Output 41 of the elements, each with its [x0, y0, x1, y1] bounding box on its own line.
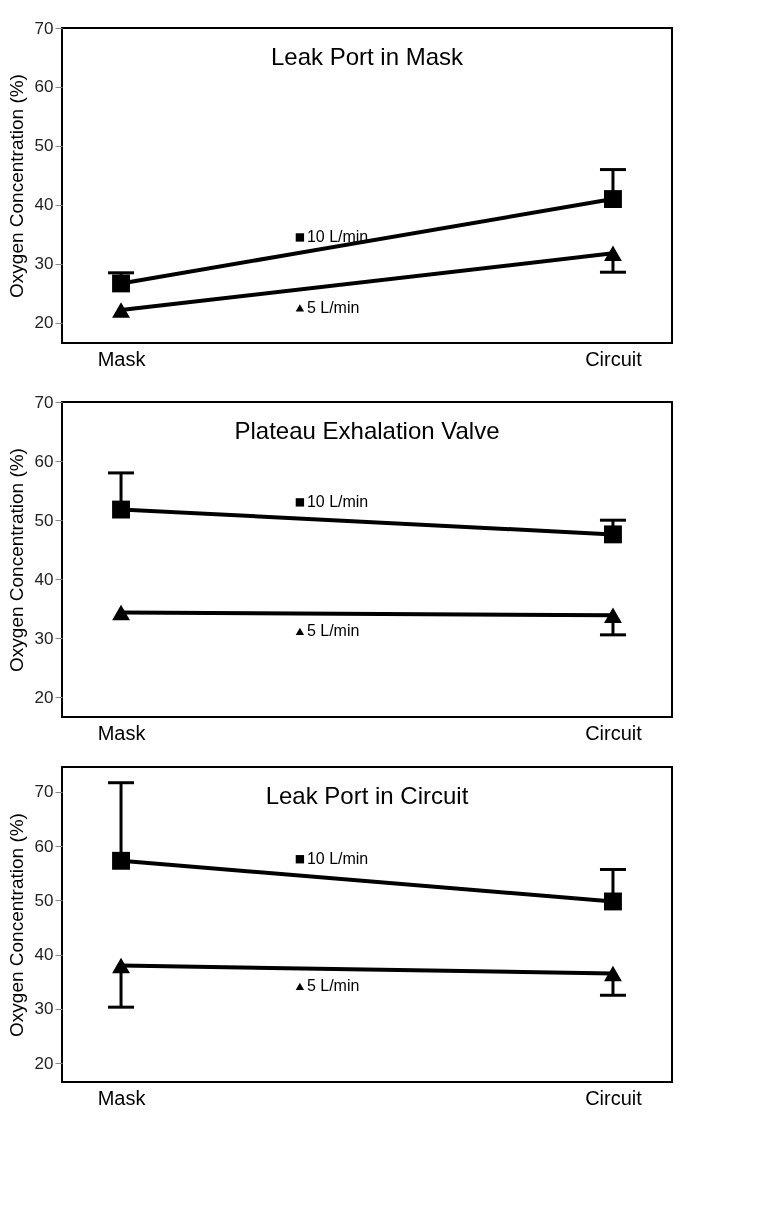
y-tick-label: 30 [34, 628, 54, 648]
x-tick-label: Mask [97, 347, 147, 370]
x-tick-label: Mask [97, 1086, 147, 1109]
x-tick-label: Mask [97, 721, 147, 744]
point [112, 500, 130, 519]
y-tick-label: 70 [34, 18, 54, 38]
legend-label: 5 L/min [306, 298, 360, 316]
point [112, 851, 130, 870]
y-tick-label: 30 [34, 254, 54, 274]
y-tick-label: 40 [34, 945, 54, 965]
legend-label: 5 L/min [306, 622, 360, 640]
y-tick-label: 40 [34, 569, 54, 589]
y-tick-label: 70 [34, 782, 54, 802]
legend-label: 10 L/min [306, 228, 369, 246]
y-tick-label: 40 [34, 195, 54, 215]
x-tick-label: Circuit [585, 721, 643, 744]
y-tick-label: 60 [34, 836, 54, 856]
y-tick-label: 50 [34, 510, 54, 530]
y-tick-label: 20 [34, 1053, 54, 1073]
text: Plateau Exhalation Valve [234, 417, 500, 444]
y-tick-label: 50 [34, 890, 54, 910]
y-tick-label: 20 [34, 313, 54, 333]
y-tick-label: 60 [34, 77, 54, 97]
point [604, 525, 622, 544]
y-tick-label: 20 [34, 688, 54, 707]
x-tick-label: Circuit [585, 347, 643, 370]
legend-label: 5 L/min [306, 977, 360, 995]
x-tick-label: Circuit [585, 1086, 643, 1109]
y-axis-title: Oxygen Concentration (%) [5, 74, 27, 298]
y-tick-label: 50 [34, 136, 54, 156]
y-axis-title: Oxygen Concentration (%) [5, 813, 27, 1037]
point [604, 892, 622, 911]
legend-label: 10 L/min [306, 850, 369, 868]
legend-label: 10 L/min [306, 493, 369, 511]
point [604, 190, 622, 209]
y-tick-label: 70 [34, 392, 54, 412]
text: Leak Port in Mask [270, 43, 465, 70]
text: Leak Port in Circuit [265, 782, 469, 809]
y-axis-title: Oxygen Concentration (%) [5, 448, 27, 672]
y-tick-label: 30 [34, 999, 54, 1019]
y-tick-label: 60 [34, 451, 54, 471]
